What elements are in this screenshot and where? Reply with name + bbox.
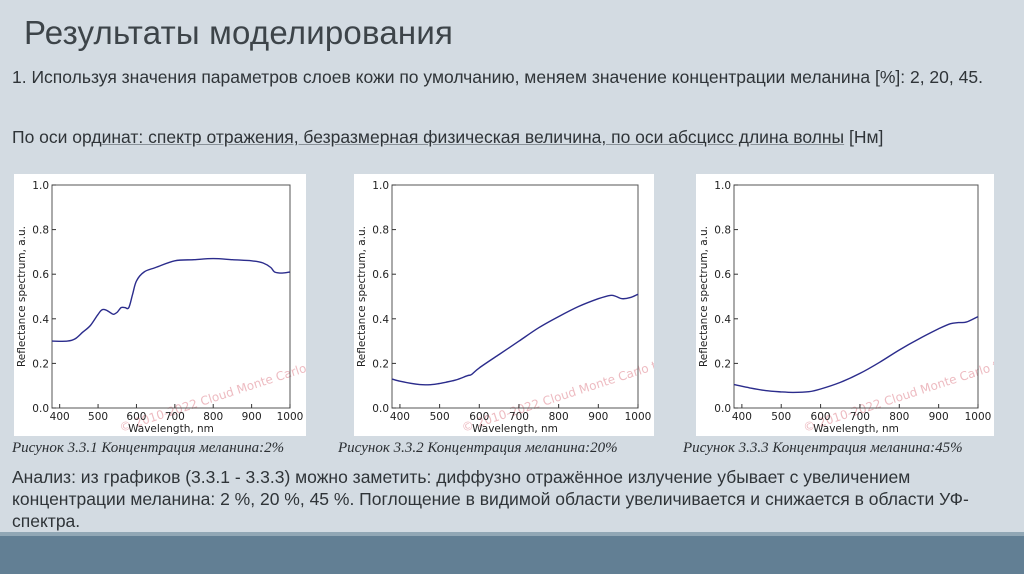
x-tick-label: 1000 bbox=[965, 411, 992, 423]
x-tick-label: 500 bbox=[771, 411, 791, 423]
axes-description-prefix: По оси орд bbox=[12, 127, 102, 147]
y-tick-label: 0.8 bbox=[372, 225, 389, 237]
y-axis-label: Reflectance spectrum, a.u. bbox=[698, 226, 710, 367]
x-tick-label: 700 bbox=[509, 411, 529, 423]
x-tick-label: 600 bbox=[811, 411, 831, 423]
chart-melanin-2: © 2010-2022 Cloud Monte Carlo tool0.00.2… bbox=[14, 174, 306, 436]
y-tick-label: 1.0 bbox=[32, 180, 49, 192]
y-tick-label: 0.4 bbox=[714, 314, 731, 326]
y-tick-label: 0.2 bbox=[32, 358, 49, 370]
x-tick-label: 900 bbox=[588, 411, 608, 423]
y-tick-label: 1.0 bbox=[372, 180, 389, 192]
y-axis-label: Reflectance spectrum, a.u. bbox=[356, 226, 368, 367]
axes-description: По оси ординат: спектр отражения, безраз… bbox=[12, 126, 883, 148]
y-tick-label: 0.8 bbox=[32, 225, 49, 237]
analysis-paragraph: Анализ: из графиков (3.3.1 - 3.3.3) можн… bbox=[12, 467, 969, 531]
plot-frame bbox=[51, 184, 291, 409]
plot-frame bbox=[733, 184, 979, 409]
x-tick-label: 600 bbox=[469, 411, 489, 423]
y-tick-label: 0.2 bbox=[714, 358, 731, 370]
y-axis-label: Reflectance spectrum, a.u. bbox=[16, 226, 28, 367]
figure-caption-1: Рисунок 3.3.1 Концентрация меланина:2% bbox=[12, 440, 285, 456]
slide-title: Результаты моделирования bbox=[24, 14, 454, 51]
chart-melanin-45: © 2010-2022 Cloud Monte Carlo tool 0.0 0.2… bbox=[696, 174, 994, 436]
y-tick-label: 1.0 bbox=[714, 180, 731, 192]
x-tick-label: 800 bbox=[549, 411, 569, 423]
plot-frame bbox=[391, 184, 639, 409]
axes-description-suffix: [Нм] bbox=[844, 127, 884, 147]
intro-paragraph: 1. Используя значения параметров слоев к… bbox=[12, 67, 983, 87]
chart-svg: © 2010-2022 Cloud Monte Carlo tool0.00.2… bbox=[698, 180, 994, 435]
x-axis-label: Wavelength, nm bbox=[472, 423, 558, 435]
y-tick-label: 0.0 bbox=[714, 403, 731, 415]
x-tick-label: 700 bbox=[165, 411, 185, 423]
x-tick-label: 700 bbox=[850, 411, 870, 423]
x-tick-label: 900 bbox=[929, 411, 949, 423]
footer-bar bbox=[0, 536, 1024, 574]
reflectance-line bbox=[51, 257, 291, 342]
chart-svg: © 2010-2022 Cloud Monte Carlo tool0.00.2… bbox=[356, 180, 654, 435]
x-tick-label: 800 bbox=[889, 411, 909, 423]
y-tick-label: 0.0 bbox=[372, 403, 389, 415]
axes-description-underlined: инат: спектр отражения, безразмерная физ… bbox=[101, 127, 845, 147]
figure-caption-2: Рисунок 3.3.2 Концентрация меланина:20% bbox=[338, 440, 618, 456]
figure-caption-3: Рисунок 3.3.3 Концентрация меланина:45% bbox=[683, 440, 963, 456]
y-tick-label: 0.8 bbox=[714, 225, 731, 237]
x-axis-label: Wavelength, nm bbox=[813, 423, 899, 435]
x-tick-label: 900 bbox=[242, 411, 262, 423]
y-tick-label: 0.2 bbox=[372, 358, 389, 370]
y-tick-label: 0.4 bbox=[32, 314, 49, 326]
reflectance-line bbox=[733, 315, 979, 394]
x-tick-label: 1000 bbox=[277, 411, 304, 423]
chart-melanin-20: © 2010-2022 Cloud Monte Carlo tool 0.0 0.2… bbox=[354, 174, 654, 436]
y-tick-label: 0.0 bbox=[32, 403, 49, 415]
y-tick-label: 0.6 bbox=[32, 269, 49, 281]
x-tick-label: 400 bbox=[390, 411, 410, 423]
chart-svg: © 2010-2022 Cloud Monte Carlo tool0.00.2… bbox=[16, 180, 306, 435]
x-tick-label: 500 bbox=[88, 411, 108, 423]
x-tick-label: 600 bbox=[126, 411, 146, 423]
x-axis-label: Wavelength, nm bbox=[128, 423, 214, 435]
footer-strip bbox=[0, 532, 1024, 536]
x-tick-label: 800 bbox=[203, 411, 223, 423]
x-tick-label: 500 bbox=[430, 411, 450, 423]
x-tick-label: 400 bbox=[50, 411, 70, 423]
y-tick-label: 0.6 bbox=[372, 269, 389, 281]
x-tick-label: 400 bbox=[732, 411, 752, 423]
y-tick-label: 0.6 bbox=[714, 269, 731, 281]
x-tick-label: 1000 bbox=[625, 411, 652, 423]
reflectance-line bbox=[391, 293, 639, 386]
y-tick-label: 0.4 bbox=[372, 314, 389, 326]
